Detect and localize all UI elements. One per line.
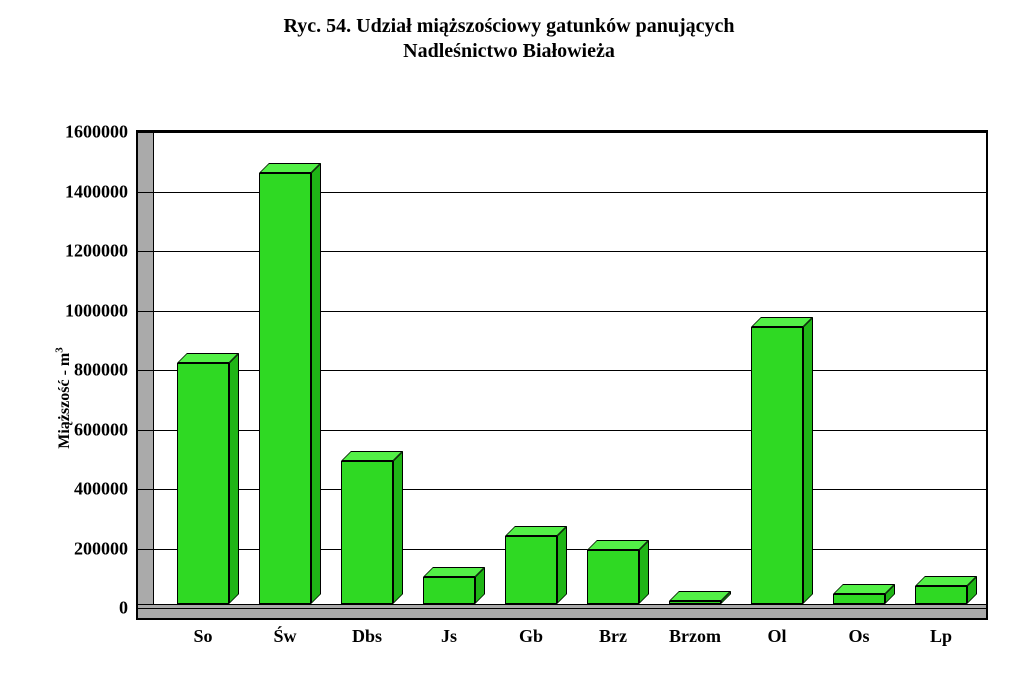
bar-side bbox=[803, 317, 813, 604]
y-tick-label: 600000 bbox=[18, 419, 128, 440]
bar-front bbox=[833, 594, 885, 604]
bar-front bbox=[669, 601, 721, 604]
bar-front bbox=[341, 461, 393, 604]
x-tick-label: Św bbox=[273, 626, 296, 647]
y-tick-label: 0 bbox=[18, 598, 128, 619]
bar-So bbox=[177, 363, 229, 604]
bar-side bbox=[557, 526, 567, 604]
bar-top bbox=[505, 526, 567, 536]
bar-top bbox=[423, 567, 485, 577]
bar-Brzom bbox=[669, 601, 721, 604]
bar-top bbox=[833, 584, 895, 594]
y-tick-label: 1000000 bbox=[18, 300, 128, 321]
bar-Lp bbox=[915, 586, 967, 604]
bar-side bbox=[639, 540, 649, 604]
bar-front bbox=[177, 363, 229, 604]
y-tick-label: 1200000 bbox=[18, 241, 128, 262]
bar-top bbox=[587, 540, 649, 550]
y-tick-label: 1600000 bbox=[18, 122, 128, 143]
x-tick-label: Gb bbox=[519, 626, 543, 647]
bar-front bbox=[751, 327, 803, 604]
bar-front bbox=[505, 536, 557, 604]
y-tick-label: 1400000 bbox=[18, 181, 128, 202]
bar-side bbox=[311, 163, 321, 604]
bar-front bbox=[259, 173, 311, 604]
bar-Św bbox=[259, 173, 311, 604]
bar-top bbox=[341, 451, 403, 461]
bar-top bbox=[751, 317, 813, 327]
bar-Brz bbox=[587, 550, 639, 604]
plot-floor bbox=[138, 604, 986, 618]
x-tick-label: Ol bbox=[767, 626, 786, 647]
bar-top bbox=[915, 576, 977, 586]
bar-Os bbox=[833, 594, 885, 604]
bar-top bbox=[177, 353, 239, 363]
chart-title-line1: Ryc. 54. Udział miąższościowy gatunków p… bbox=[0, 14, 1018, 39]
bar-front bbox=[587, 550, 639, 604]
bar-Gb bbox=[505, 536, 557, 604]
plot-area: 0200000400000600000800000100000012000001… bbox=[136, 130, 988, 620]
bar-front bbox=[423, 577, 475, 604]
x-tick-label: Js bbox=[441, 626, 457, 647]
bar-side bbox=[393, 451, 403, 604]
plot-left-wall bbox=[138, 132, 154, 618]
chart-title: Ryc. 54. Udział miąższościowy gatunków p… bbox=[0, 0, 1018, 64]
y-tick-label: 800000 bbox=[18, 360, 128, 381]
y-tick-label: 200000 bbox=[18, 538, 128, 559]
bars-container bbox=[154, 132, 986, 604]
chart-title-line2: Nadleśnictwo Białowieża bbox=[0, 39, 1018, 64]
x-tick-label: Brz bbox=[599, 626, 627, 647]
y-tick-label: 400000 bbox=[18, 479, 128, 500]
x-tick-label: So bbox=[193, 626, 212, 647]
bar-side bbox=[229, 353, 239, 604]
bar-front bbox=[915, 586, 967, 604]
x-tick-label: Brzom bbox=[669, 626, 721, 647]
chart-area: Miąższość - m3 0200000400000600000800000… bbox=[68, 120, 998, 675]
x-tick-label: Dbs bbox=[352, 626, 382, 647]
bar-top bbox=[259, 163, 321, 173]
bar-Ol bbox=[751, 327, 803, 604]
bar-top bbox=[669, 591, 731, 601]
x-tick-label: Lp bbox=[930, 626, 952, 647]
bar-Dbs bbox=[341, 461, 393, 604]
x-tick-label: Os bbox=[848, 626, 869, 647]
bar-Js bbox=[423, 577, 475, 604]
gridline bbox=[138, 608, 986, 609]
